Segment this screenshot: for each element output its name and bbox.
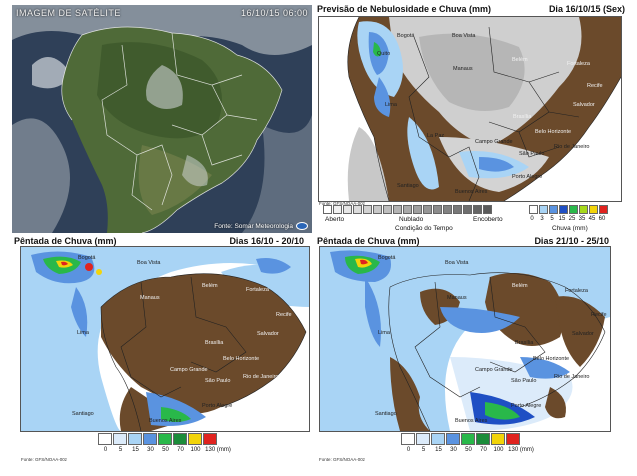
city-label: Manaus: [140, 295, 160, 301]
condition-legend: [323, 205, 493, 214]
city-label: Rio de Janeiro: [554, 374, 590, 380]
pentada2-panel: Pêntada de Chuva (mm) Dias 21/10 - 25/10: [315, 235, 637, 476]
city-label: Salvador: [572, 331, 594, 337]
pentada1-source: Fonte: GFS/NOAA-00z: [21, 457, 68, 462]
city-label: Recife: [587, 83, 603, 89]
city-label: Belém: [202, 283, 218, 289]
city-label: Campo Grande: [475, 139, 513, 145]
city-label: Manaus: [447, 295, 467, 301]
city-label: Fortaleza: [246, 287, 269, 293]
city-label: Belo Horizonte: [223, 356, 260, 362]
cond-label-mid: Nublado: [399, 216, 424, 223]
city-label: Campo Grande: [475, 367, 513, 373]
city-label: La Paz: [427, 133, 445, 139]
city-label: São Paulo: [511, 378, 537, 384]
somar-logo-icon: [296, 222, 308, 230]
rain-legend: [529, 205, 609, 214]
city-label: Bogotá: [397, 33, 415, 39]
city-label: Recife: [276, 312, 292, 318]
pentada2-map: [319, 246, 611, 432]
pentada2-title: Pêntada de Chuva (mm): [317, 236, 420, 246]
city-label: São Paulo: [519, 151, 545, 157]
pentada1-date: Dias 16/10 - 20/10: [229, 236, 304, 246]
pentada1-map: [20, 246, 310, 432]
cond-label-left: Aberto: [325, 216, 345, 223]
city-label: São Paulo: [205, 378, 231, 384]
city-label: Lima: [378, 330, 390, 336]
city-label: Fortaleza: [565, 288, 588, 294]
city-label: Belo Horizonte: [533, 356, 570, 362]
pentada1-legend: [98, 433, 218, 445]
city-label: Buenos Aires: [455, 189, 488, 195]
city-label: Rio de Janeiro: [243, 374, 279, 380]
rain-legend-values: 0 3 5 15 25 35 45 60: [530, 216, 606, 222]
satellite-timestamp: 16/10/15 06:00: [240, 8, 308, 18]
city-label: Santiago: [72, 411, 94, 417]
city-label: Lima: [77, 330, 89, 336]
city-label: Boa Vista: [452, 33, 476, 39]
pentada1-panel: Pêntada de Chuva (mm) Dias 16/10 - 20/10: [12, 235, 312, 476]
somar-source: Fonte: Somar Meteorologia: [214, 222, 293, 230]
forecast-title: Previsão de Nebulosidade e Chuva (mm): [317, 4, 492, 14]
city-label: Belo Horizonte: [535, 129, 572, 135]
city-label: Recife: [591, 312, 607, 318]
city-label: Salvador: [257, 331, 279, 337]
pentada1-title: Pêntada de Chuva (mm): [14, 236, 117, 246]
city-label: Belém: [512, 57, 528, 63]
pentada2-legend-values: 0 5 15 30 50 70 100 130 (mm): [406, 447, 534, 453]
city-label: Belém: [512, 283, 528, 289]
city-label: Bogotá: [378, 255, 396, 261]
cond-label-right: Encoberto: [473, 216, 503, 223]
satellite-label: IMAGEM DE SATÉLITE: [16, 8, 121, 18]
pentada2-source: Fonte: GFS/NOAA-00z: [319, 457, 366, 462]
pentada1-legend-values: 0 5 15 30 50 70 100 130 (mm): [103, 447, 231, 453]
city-label: Boa Vista: [137, 260, 161, 266]
city-label: Campo Grande: [170, 367, 208, 373]
city-label: Brasília: [515, 340, 534, 346]
city-label: Boa Vista: [445, 260, 469, 266]
forecast-source: Fonte: GFS/NOAA-00z: [319, 201, 366, 206]
pentada2-date: Dias 21/10 - 25/10: [534, 236, 609, 246]
city-label: Brasília: [205, 340, 224, 346]
forecast-date: Dia 16/10/15 (Sex): [548, 4, 625, 14]
forecast-map: [318, 16, 622, 202]
satellite-panel: IMAGEM DE SATÉLITE 16/10/15 06:00 Fonte:…: [12, 5, 312, 233]
city-label: Quito: [377, 51, 391, 57]
city-label: Salvador: [573, 102, 595, 108]
city-label: Rio de Janeiro: [554, 144, 590, 150]
city-label: Porto Alegre: [512, 174, 543, 180]
rain-axis-label: Chuva (mm): [552, 225, 588, 232]
city-label: Fortaleza: [567, 61, 590, 67]
city-label: Brasília: [513, 114, 532, 120]
city-label: Porto Alegre: [511, 403, 542, 409]
city-label: Bogotá: [78, 255, 96, 261]
city-label: Porto Alegre: [202, 403, 233, 409]
city-label: Buenos Aires: [149, 418, 182, 424]
somar-logo: Fonte: Somar Meteorologia: [214, 222, 308, 230]
city-label: Santiago: [397, 183, 419, 189]
cond-axis-label: Condição do Tempo: [395, 225, 453, 232]
city-label: Buenos Aires: [455, 418, 488, 424]
city-label: Lima: [385, 102, 397, 108]
forecast-panel: Previsão de Nebulosidade e Chuva (mm) Di…: [315, 3, 637, 235]
city-label: Manaus: [453, 66, 473, 72]
city-label: Santiago: [375, 411, 397, 417]
satellite-image: [12, 5, 312, 233]
pentada2-legend: [401, 433, 521, 445]
